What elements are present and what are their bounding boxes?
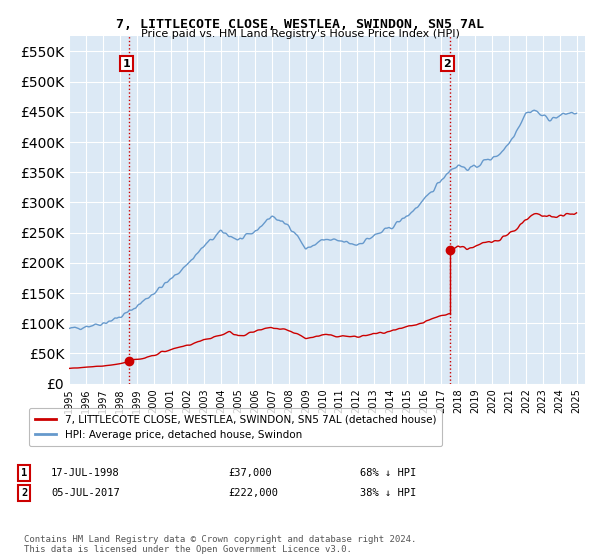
Text: £222,000: £222,000 [228, 488, 278, 498]
Text: Price paid vs. HM Land Registry's House Price Index (HPI): Price paid vs. HM Land Registry's House … [140, 29, 460, 39]
Text: 68% ↓ HPI: 68% ↓ HPI [360, 468, 416, 478]
Text: 1: 1 [21, 468, 27, 478]
Text: 17-JUL-1998: 17-JUL-1998 [51, 468, 120, 478]
Text: 38% ↓ HPI: 38% ↓ HPI [360, 488, 416, 498]
Text: 2: 2 [443, 59, 451, 68]
Text: Contains HM Land Registry data © Crown copyright and database right 2024.
This d: Contains HM Land Registry data © Crown c… [24, 535, 416, 554]
Text: 1: 1 [122, 59, 130, 68]
Legend: 7, LITTLECOTE CLOSE, WESTLEA, SWINDON, SN5 7AL (detached house), HPI: Average pr: 7, LITTLECOTE CLOSE, WESTLEA, SWINDON, S… [29, 408, 442, 446]
Text: £37,000: £37,000 [228, 468, 272, 478]
Text: 2: 2 [21, 488, 27, 498]
Text: 05-JUL-2017: 05-JUL-2017 [51, 488, 120, 498]
Text: 7, LITTLECOTE CLOSE, WESTLEA, SWINDON, SN5 7AL: 7, LITTLECOTE CLOSE, WESTLEA, SWINDON, S… [116, 18, 484, 31]
